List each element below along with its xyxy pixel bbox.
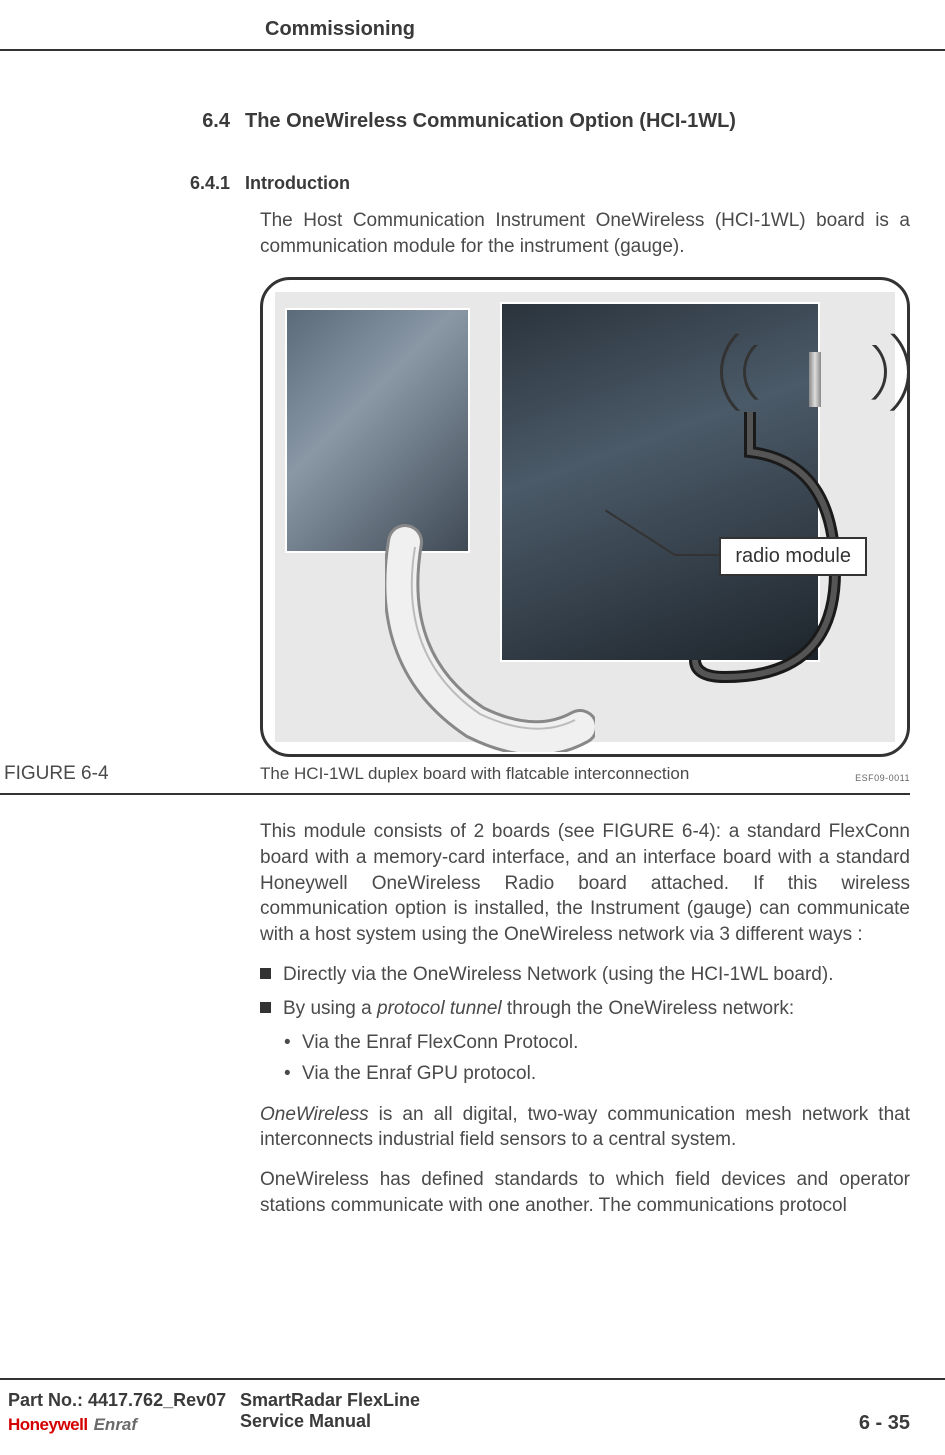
figure-background: radio module: [275, 292, 895, 742]
onewireless-term: OneWireless: [260, 1104, 369, 1125]
bullet-text-italic: protocol tunnel: [377, 998, 502, 1019]
honeywell-logo: Honeywell: [8, 1415, 88, 1435]
square-bullet-icon: [260, 1002, 271, 1013]
doc-title-2: Service Manual: [240, 1411, 420, 1432]
doc-title-1: SmartRadar FlexLine: [240, 1390, 420, 1411]
callout-radio-module: radio module: [719, 537, 867, 576]
figure-code: ESF09-0011: [855, 773, 910, 783]
figure-label: FIGURE 6-4: [0, 763, 260, 785]
bullet-item: Directly via the OneWireless Network (us…: [260, 961, 910, 989]
bullet-list: Directly via the OneWireless Network (us…: [260, 961, 910, 1087]
subsection-number: 6.4.1: [0, 173, 245, 194]
bullet-item: By using a protocol tunnel through the O…: [260, 995, 910, 1023]
enraf-logo: Enraf: [94, 1415, 137, 1435]
paragraph-module-desc: This module consists of 2 boards (see FI…: [260, 819, 910, 947]
dot-bullet-icon: •: [284, 1029, 302, 1057]
bullet-text: By using a protocol tunnel through the O…: [283, 995, 794, 1023]
bullet-text: Directly via the OneWireless Network (us…: [283, 961, 833, 989]
figure-caption-row: FIGURE 6-4 The HCI-1WL duplex board with…: [0, 763, 910, 795]
section-number: 6.4: [0, 110, 245, 133]
figure-caption: The HCI-1WL duplex board with flatcable …: [260, 764, 689, 784]
paragraph-onewireless-def: OneWireless is an all digital, two-way c…: [260, 1102, 910, 1153]
subbullet-text: Via the Enraf FlexConn Protocol.: [302, 1029, 578, 1057]
paragraph-standards: OneWireless has defined standards to whi…: [260, 1167, 910, 1218]
callout-leader: [605, 510, 725, 570]
flatcable-swoosh: [385, 522, 595, 752]
subbullet-text: Via the Enraf GPU protocol.: [302, 1060, 536, 1088]
figure-6-4: radio module: [260, 277, 910, 757]
bullet-text-pre: By using a: [283, 998, 377, 1019]
bullet-text-post: through the OneWireless network:: [502, 998, 795, 1019]
subbullet-item: • Via the Enraf FlexConn Protocol.: [284, 1029, 910, 1057]
subsection-title: Introduction: [245, 173, 350, 194]
chapter-title: Commissioning: [265, 18, 415, 40]
subbullet-item: • Via the Enraf GPU protocol.: [284, 1060, 910, 1088]
section-title: The OneWireless Communication Option (HC…: [245, 110, 736, 133]
photo-board-left: [285, 308, 470, 553]
paragraph-intro: The Host Communication Instrument OneWir…: [260, 208, 910, 259]
dot-bullet-icon: •: [284, 1060, 302, 1088]
part-number: Part No.: 4417.762_Rev07: [8, 1390, 240, 1411]
page-footer: Part No.: 4417.762_Rev07 Honeywell Enraf…: [0, 1378, 945, 1455]
square-bullet-icon: [260, 968, 271, 979]
page-number: 6 - 35: [859, 1412, 910, 1435]
